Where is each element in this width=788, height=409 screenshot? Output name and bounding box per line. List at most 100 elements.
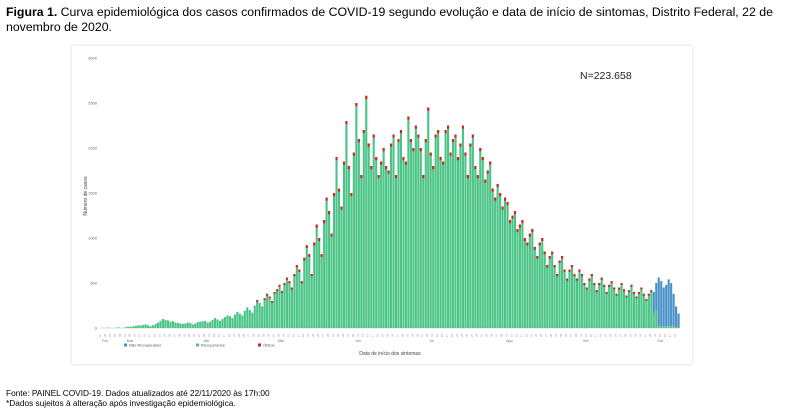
x-tick-label: 01 xyxy=(480,333,484,336)
bar-obitos xyxy=(496,184,499,188)
bar-obitos xyxy=(466,175,469,179)
x-tick-label: 21 xyxy=(157,333,161,336)
bar-obitos xyxy=(402,157,405,161)
bar-obitos xyxy=(399,130,403,134)
x-tick-label: 21 xyxy=(455,333,459,336)
bar-nao-recuperados xyxy=(675,306,678,328)
bar-recuperados xyxy=(127,326,130,328)
bar-obitos xyxy=(392,134,395,138)
bar-recuperados xyxy=(630,284,633,328)
x-tick-label: 27 xyxy=(172,333,176,336)
bar-recuperados xyxy=(268,296,271,328)
bar-recuperados xyxy=(377,175,380,328)
bar-obitos xyxy=(417,134,420,138)
bar-recuperados xyxy=(427,107,430,328)
bar-recuperados xyxy=(191,324,194,328)
bar-recuperados xyxy=(305,245,308,328)
bar-recuperados xyxy=(241,315,244,328)
bar-recuperados xyxy=(263,298,266,328)
bar-recuperados xyxy=(511,215,514,328)
bar-obitos xyxy=(447,125,450,129)
bar-obitos xyxy=(491,188,494,192)
bar-obitos xyxy=(288,281,291,284)
bar-recuperados xyxy=(387,170,390,328)
bar-recuperados xyxy=(506,202,509,328)
bar-obitos xyxy=(439,157,442,161)
bar-recuperados xyxy=(137,325,140,328)
bar-obitos xyxy=(342,161,346,165)
bar-obitos xyxy=(578,269,581,272)
x-tick-label: 19 xyxy=(301,333,305,336)
bar-recuperados xyxy=(204,320,207,328)
x-tick-label: 17 xyxy=(519,333,523,336)
y-tick-label: 0 xyxy=(95,326,98,331)
bar-obitos xyxy=(489,161,492,165)
bar-obitos xyxy=(570,265,574,268)
bar-recuperados xyxy=(332,193,336,328)
bar-obitos xyxy=(533,247,536,250)
bar-recuperados xyxy=(464,152,467,328)
bar-obitos xyxy=(293,274,296,277)
y-tick-label: 500 xyxy=(90,281,97,286)
bar-recuperados xyxy=(372,134,375,328)
x-tick-label: 19 xyxy=(450,333,454,336)
bar-obitos xyxy=(508,220,512,224)
bar-recuperados xyxy=(328,211,331,328)
x-tick-label: 25 xyxy=(465,333,469,336)
x-tick-label: 13 xyxy=(584,333,588,336)
bar-recuperados xyxy=(365,95,368,328)
x-tick-label: 27 xyxy=(619,333,623,336)
bar-recuperados xyxy=(489,161,492,328)
bar-recuperados xyxy=(432,166,435,328)
x-tick-label: 09 xyxy=(202,333,206,336)
x-tick-label: 21 xyxy=(604,333,608,336)
bar-nao-recuperados xyxy=(667,279,670,327)
bar-obitos xyxy=(461,125,464,129)
bar-recuperados xyxy=(608,284,611,328)
bar-recuperados xyxy=(253,305,256,328)
bar-recuperados xyxy=(186,322,189,328)
bar-obitos xyxy=(390,143,393,147)
bar-recuperados xyxy=(409,139,412,328)
bar-recuperados xyxy=(236,311,239,328)
bar-obitos xyxy=(645,299,648,301)
bar-recuperados xyxy=(417,134,420,328)
bar-recuperados xyxy=(553,265,556,328)
bar-recuperados xyxy=(588,278,591,328)
bar-obitos xyxy=(280,291,284,294)
bar-obitos xyxy=(268,296,271,299)
bar-nao-recuperados xyxy=(665,284,668,327)
bar-obitos xyxy=(454,134,457,138)
bar-recuperados xyxy=(380,161,383,328)
bar-obitos xyxy=(414,125,417,129)
bar-recuperados xyxy=(226,315,229,328)
x-tick-label: 25 xyxy=(316,333,320,336)
x-tick-label: 09 xyxy=(276,333,280,336)
y-axis-label: Número de casos xyxy=(83,176,89,216)
bar-obitos xyxy=(528,233,531,237)
bar-obitos xyxy=(635,296,638,299)
x-tick-label: 21 xyxy=(381,333,385,336)
x-tick-label: 13 xyxy=(138,333,142,336)
x-tick-label: 27 xyxy=(98,333,102,336)
x-tick-label: 17 xyxy=(371,333,375,336)
x-tick-label: 13 xyxy=(361,333,365,336)
bar-recuperados xyxy=(565,278,569,328)
bar-obitos xyxy=(429,152,432,156)
bar-nao-recuperados xyxy=(652,292,655,314)
bar-recuperados xyxy=(677,327,680,328)
bar-recuperados xyxy=(419,148,422,328)
bar-recuperados xyxy=(412,148,415,328)
bar-obitos xyxy=(313,242,316,246)
bar-obitos xyxy=(610,281,613,284)
bar-recuperados xyxy=(466,175,469,328)
bar-recuperados xyxy=(647,293,650,328)
chart-panel: 0 500 1000 1500 2000 2500 3000 27 29 01 03 05 07 09 1… xyxy=(72,46,692,364)
bar-recuperados xyxy=(444,130,447,328)
bar-obitos xyxy=(275,289,279,292)
bar-obitos xyxy=(543,251,546,255)
bar-obitos xyxy=(471,134,474,138)
bar-obitos xyxy=(476,175,479,179)
bar-nao-recuperados xyxy=(672,293,675,327)
bar-recuperados xyxy=(407,116,410,328)
